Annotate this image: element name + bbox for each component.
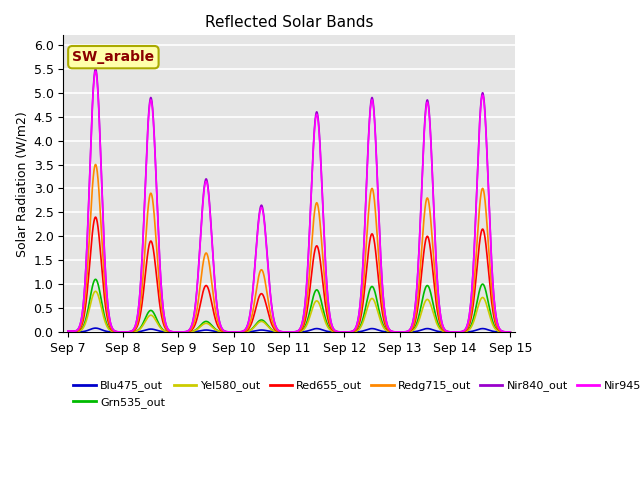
Red655_out bbox=[230, 329, 237, 335]
Nir840_out bbox=[115, 329, 122, 335]
Grn535_out bbox=[141, 317, 148, 323]
Redg715_out bbox=[498, 328, 506, 334]
Nir840_out bbox=[234, 329, 241, 335]
Yel580_out bbox=[253, 321, 261, 327]
Nir945_out bbox=[253, 239, 260, 244]
Legend: Blu475_out, Grn535_out, Yel580_out, Red655_out, Redg715_out, Nir840_out, Nir945_: Blu475_out, Grn535_out, Yel580_out, Red6… bbox=[69, 376, 640, 412]
Nir840_out bbox=[64, 328, 72, 334]
Yel580_out bbox=[141, 320, 148, 325]
Blu475_out bbox=[234, 329, 241, 335]
Redg715_out bbox=[253, 283, 261, 288]
Nir840_out bbox=[92, 66, 99, 72]
Nir945_out bbox=[92, 68, 99, 74]
Red655_out bbox=[234, 329, 242, 335]
Line: Grn535_out: Grn535_out bbox=[68, 279, 510, 332]
Yel580_out bbox=[115, 329, 122, 335]
Title: Reflected Solar Bands: Reflected Solar Bands bbox=[205, 15, 373, 30]
Grn535_out bbox=[115, 329, 122, 335]
Red655_out bbox=[498, 329, 506, 335]
Nir840_out bbox=[506, 329, 514, 335]
Grn535_out bbox=[64, 328, 72, 334]
Redg715_out bbox=[64, 328, 72, 334]
Blu475_out bbox=[115, 329, 122, 335]
Red655_out bbox=[253, 300, 261, 306]
Red655_out bbox=[141, 277, 148, 283]
Grn535_out bbox=[234, 329, 242, 335]
Line: Yel580_out: Yel580_out bbox=[68, 291, 510, 332]
Redg715_out bbox=[115, 329, 122, 335]
Grn535_out bbox=[506, 329, 514, 335]
Y-axis label: Solar Radiation (W/m2): Solar Radiation (W/m2) bbox=[15, 111, 28, 256]
Red655_out bbox=[92, 214, 99, 220]
Red655_out bbox=[64, 328, 72, 334]
Grn535_out bbox=[451, 329, 458, 335]
Yel580_out bbox=[498, 329, 506, 335]
Nir840_out bbox=[450, 329, 458, 335]
Nir945_out bbox=[498, 328, 506, 334]
Red655_out bbox=[451, 329, 458, 335]
Yel580_out bbox=[92, 288, 99, 294]
Blu475_out bbox=[450, 329, 458, 335]
Text: SW_arable: SW_arable bbox=[72, 50, 154, 64]
Blu475_out bbox=[64, 328, 72, 334]
Redg715_out bbox=[234, 329, 242, 335]
Yel580_out bbox=[234, 329, 242, 335]
Line: Blu475_out: Blu475_out bbox=[68, 328, 510, 332]
Nir945_out bbox=[506, 329, 514, 335]
Line: Red655_out: Red655_out bbox=[68, 217, 510, 332]
Nir945_out bbox=[234, 329, 241, 335]
Line: Redg715_out: Redg715_out bbox=[68, 165, 510, 332]
Red655_out bbox=[506, 329, 514, 335]
Grn535_out bbox=[498, 329, 506, 335]
Nir945_out bbox=[64, 328, 72, 334]
Nir945_out bbox=[450, 329, 458, 335]
Yel580_out bbox=[506, 329, 514, 335]
Nir945_out bbox=[141, 196, 148, 202]
Nir840_out bbox=[141, 195, 148, 201]
Nir840_out bbox=[498, 328, 506, 334]
Grn535_out bbox=[230, 329, 237, 335]
Red655_out bbox=[115, 329, 122, 335]
Nir840_out bbox=[253, 237, 260, 242]
Blu475_out bbox=[253, 328, 260, 334]
Blu475_out bbox=[506, 329, 514, 335]
Yel580_out bbox=[230, 329, 237, 335]
Redg715_out bbox=[506, 329, 514, 335]
Blu475_out bbox=[92, 325, 99, 331]
Grn535_out bbox=[253, 320, 261, 326]
Yel580_out bbox=[451, 329, 458, 335]
Grn535_out bbox=[92, 276, 99, 282]
Redg715_out bbox=[451, 329, 458, 335]
Blu475_out bbox=[141, 327, 148, 333]
Redg715_out bbox=[141, 250, 148, 255]
Nir945_out bbox=[115, 329, 122, 335]
Line: Nir840_out: Nir840_out bbox=[68, 69, 510, 332]
Redg715_out bbox=[92, 162, 99, 168]
Blu475_out bbox=[498, 329, 506, 335]
Line: Nir945_out: Nir945_out bbox=[68, 71, 510, 332]
Redg715_out bbox=[230, 329, 238, 335]
Yel580_out bbox=[64, 328, 72, 334]
